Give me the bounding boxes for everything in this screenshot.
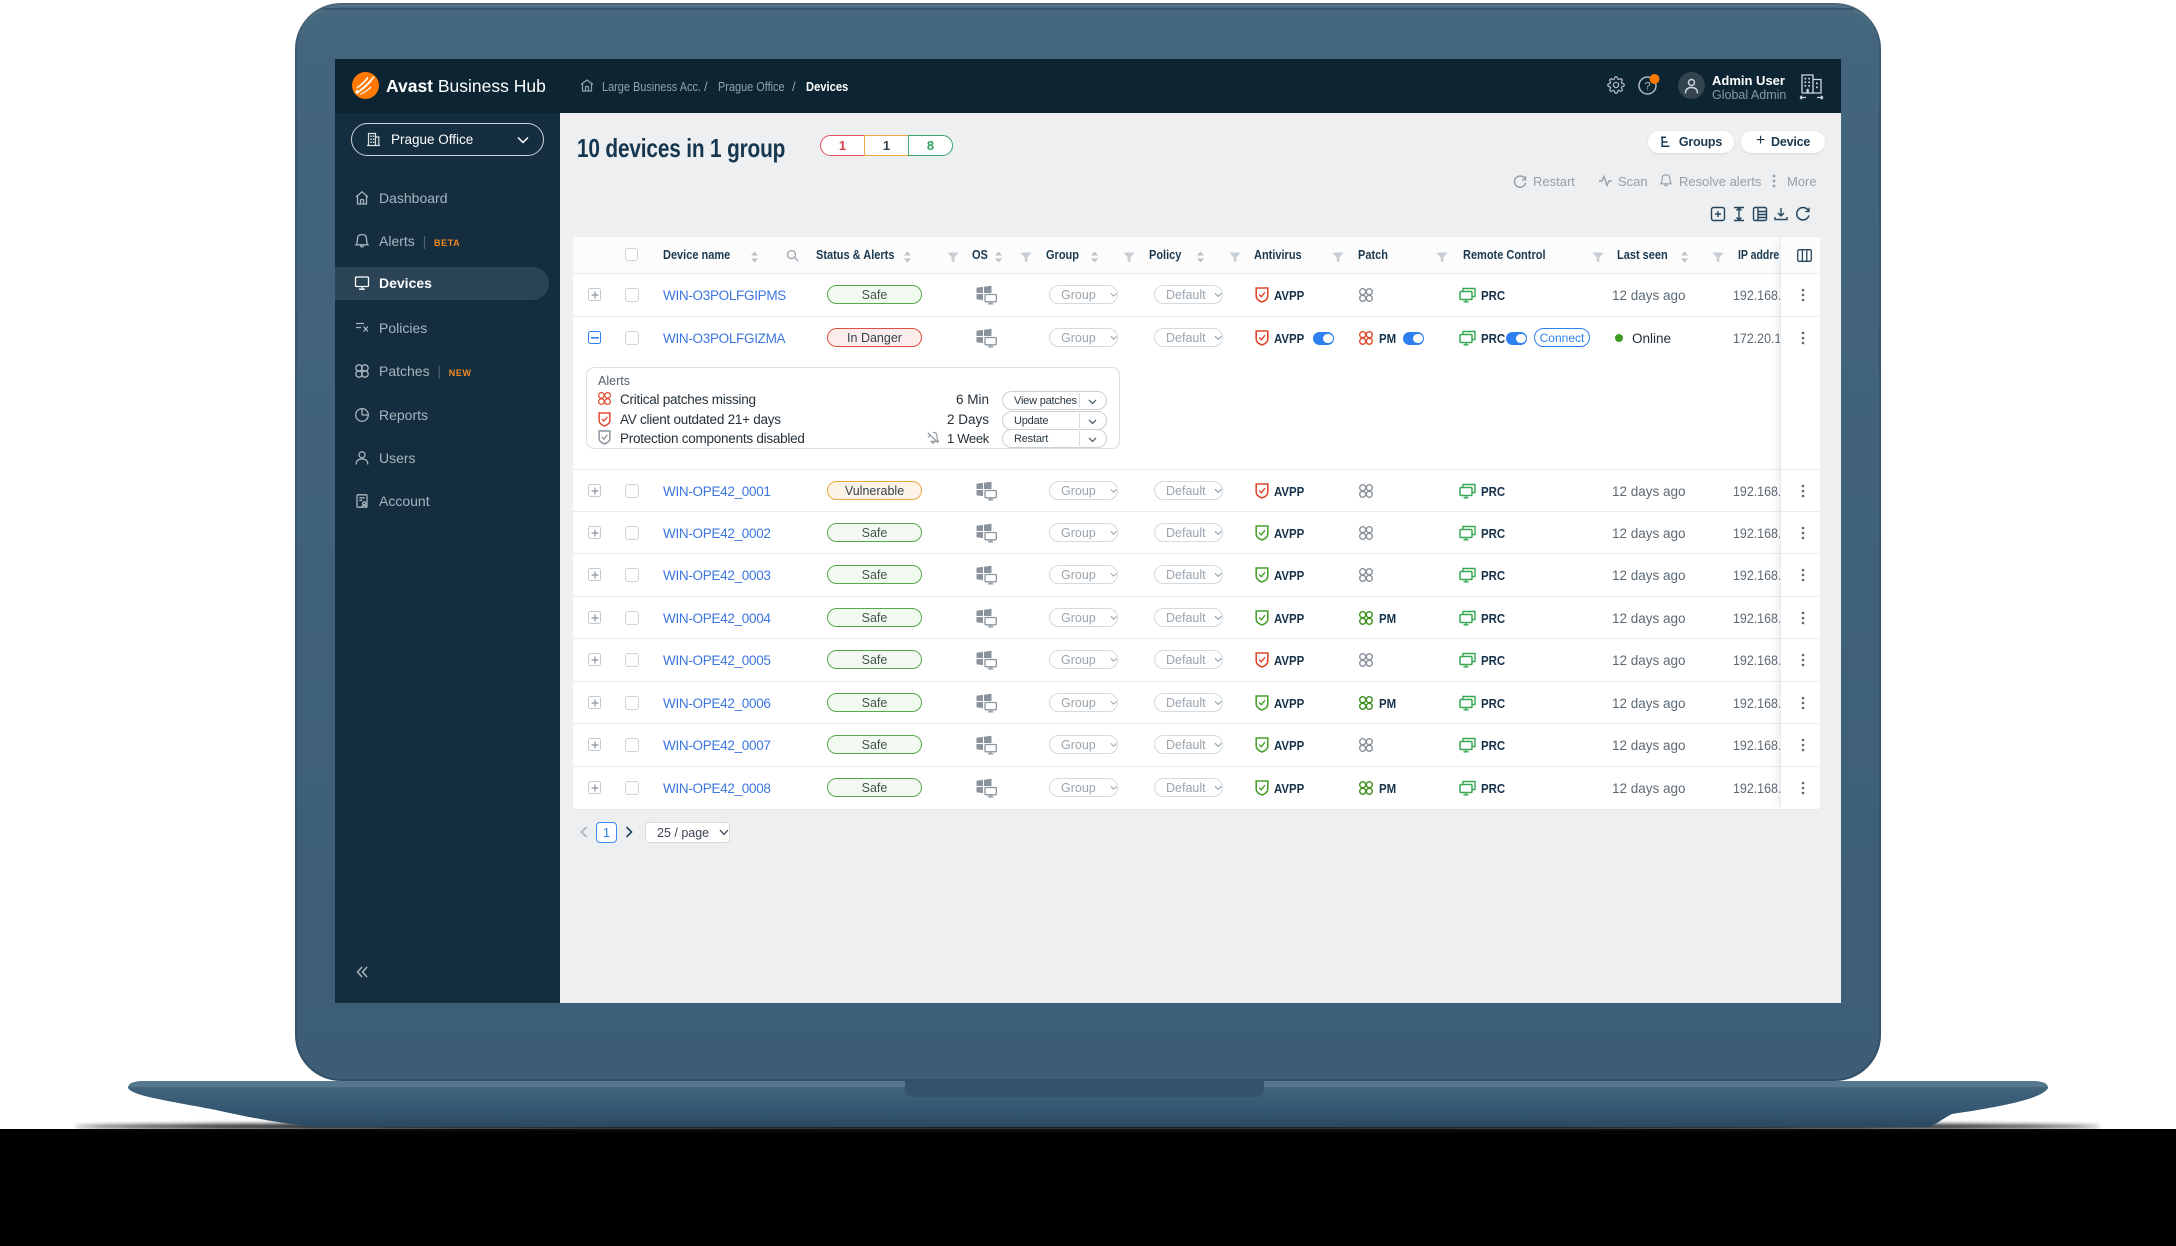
svg-text:?: ? <box>1644 81 1650 93</box>
